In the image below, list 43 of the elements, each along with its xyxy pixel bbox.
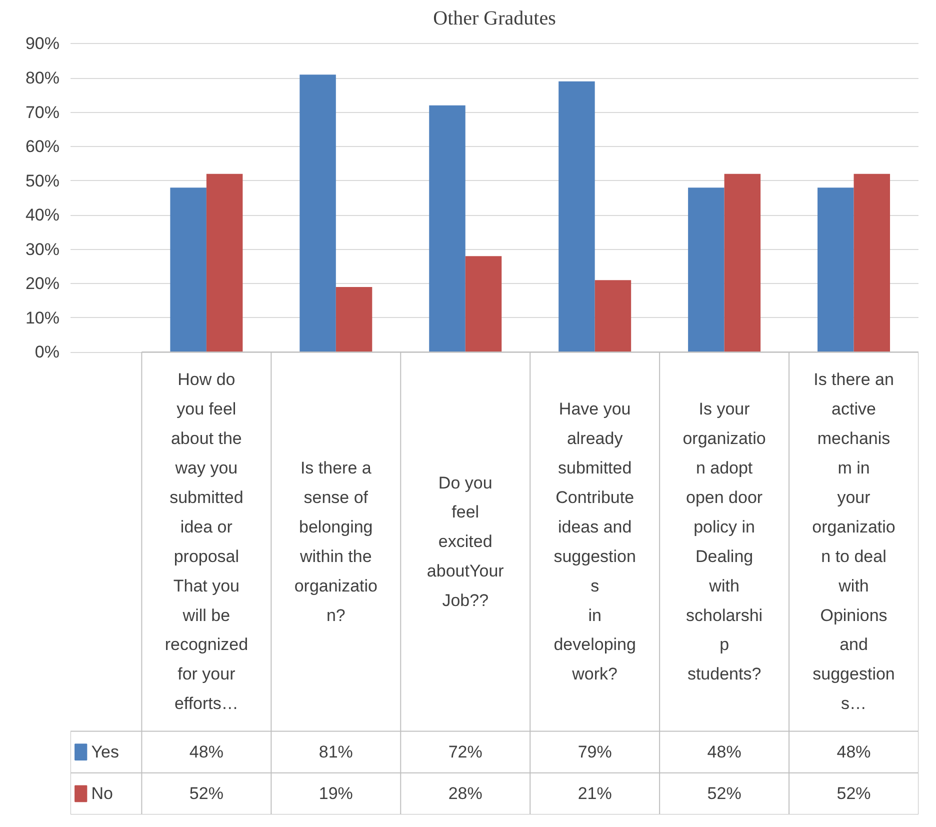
bar — [429, 105, 466, 352]
data-label: 52% — [707, 784, 742, 804]
x-tick-label: Is there a sense of belonging within the organizatio n? — [294, 458, 378, 625]
data-label: 28% — [448, 784, 482, 804]
bar — [336, 286, 372, 352]
bar — [558, 81, 595, 352]
y-tick-label: 30% — [25, 240, 60, 259]
legend-label: No — [91, 784, 113, 804]
y-tick-label: 40% — [25, 206, 60, 225]
data-label: 48% — [189, 742, 224, 762]
bar — [206, 174, 243, 352]
category-label: Have you already submitted Contribute ideas and suggestion s in developing work? — [554, 400, 636, 684]
data-label: 48% — [707, 742, 742, 762]
data-label: 81% — [318, 742, 353, 762]
y-tick-label: 10% — [25, 308, 60, 328]
y-tick-label: 80% — [25, 68, 60, 88]
category-label: How do you feel about the way you submitted idea or proposal That you will be recognized for your efforts… — [164, 370, 248, 714]
data-label: 21% — [578, 784, 612, 804]
data-label: 52% — [189, 784, 224, 804]
data-label: 72% — [448, 742, 482, 762]
y-tick-label: 60% — [25, 137, 60, 156]
data-label: 19% — [318, 784, 353, 804]
bar — [594, 280, 632, 352]
y-tick-label: 90% — [25, 34, 60, 54]
x-tick-label: Do you feel excited aboutYour Job?? — [426, 473, 504, 610]
bar — [300, 74, 336, 352]
y-tick-label: 50% — [25, 171, 60, 190]
bar — [818, 188, 854, 352]
data-label: 48% — [836, 742, 871, 762]
data-label: 79% — [578, 742, 612, 762]
bar — [854, 174, 890, 352]
bar — [170, 188, 206, 352]
legend-label: Yes — [91, 742, 119, 762]
chart-title: Other Gradutes — [433, 8, 556, 30]
y-tick-label: 70% — [25, 102, 60, 122]
y-tick-label: 20% — [25, 274, 60, 294]
data-label: 52% — [836, 784, 871, 804]
bar — [688, 188, 724, 352]
category-label: Is there an active mechanis m in your organizatio n to deal with Opinions and suggestion s… — [812, 370, 896, 714]
y-tick-label: 0% — [34, 342, 60, 362]
category-label: Is your organizatio n adopt open door policy in Dealing with scholarshi p students? — [682, 400, 766, 684]
bar — [724, 174, 761, 352]
bar — [465, 256, 502, 352]
